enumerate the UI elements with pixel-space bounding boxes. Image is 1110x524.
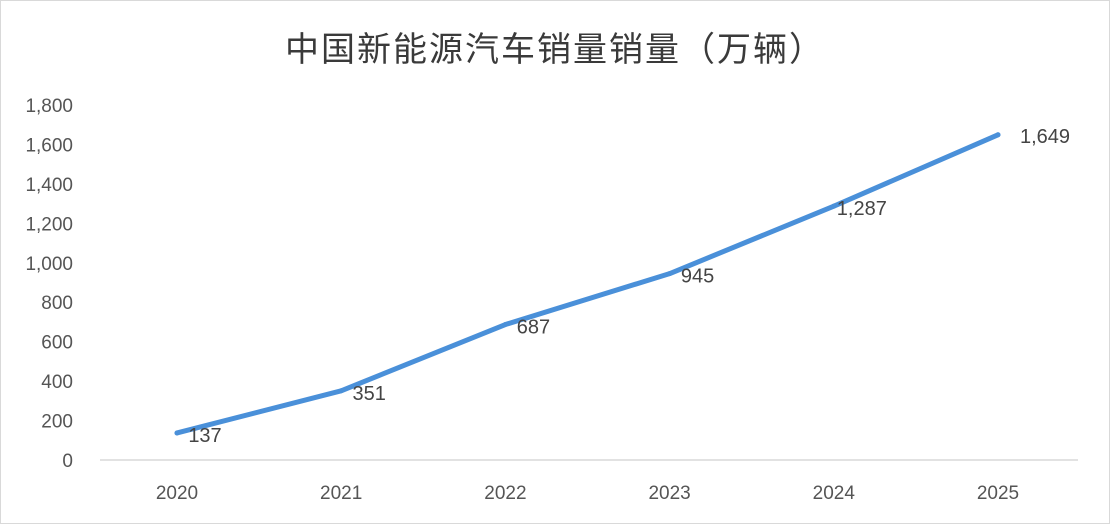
y-tick-label: 0	[62, 451, 73, 472]
x-tick-label: 2025	[977, 483, 1019, 504]
x-tick-label: 2022	[484, 483, 526, 504]
data-label: 1,287	[837, 198, 887, 220]
y-tick-label: 1,800	[25, 96, 73, 117]
data-label: 137	[188, 425, 221, 447]
data-label: 687	[517, 317, 550, 339]
y-tick-label: 1,400	[25, 175, 73, 196]
y-tick-label: 600	[41, 333, 73, 354]
data-label: 351	[353, 383, 386, 405]
x-tick-label: 2021	[320, 483, 362, 504]
series-line	[174, 132, 1001, 436]
data-label: 1,649	[1020, 126, 1070, 148]
data-label: 945	[681, 266, 714, 288]
y-tick-label: 1,000	[25, 254, 73, 275]
data-point	[995, 132, 1001, 138]
x-axis-ticks: 2020 2021 2022 2023 2024 2025	[156, 483, 1019, 504]
data-point	[831, 203, 837, 209]
y-tick-label: 1,200	[25, 214, 73, 235]
data-point	[502, 322, 508, 328]
data-point	[174, 430, 180, 436]
y-tick-label: 400	[41, 372, 73, 393]
y-tick-label: 800	[41, 293, 73, 314]
data-point	[338, 388, 344, 394]
data-point	[667, 271, 673, 277]
y-tick-label: 1,600	[25, 135, 73, 156]
data-labels: 137 351 687 945 1,287 1,649	[174, 126, 1070, 447]
x-tick-label: 2024	[813, 483, 856, 504]
chart-title: 中国新能源汽车销量销量（万辆）	[285, 30, 825, 70]
x-tick-label: 2023	[648, 483, 690, 504]
x-tick-label: 2020	[156, 483, 198, 504]
y-axis-ticks: 0 200 400 600 800 1,000 1,200 1,400 1,600 1,800	[25, 96, 73, 472]
y-tick-label: 200	[41, 412, 73, 433]
